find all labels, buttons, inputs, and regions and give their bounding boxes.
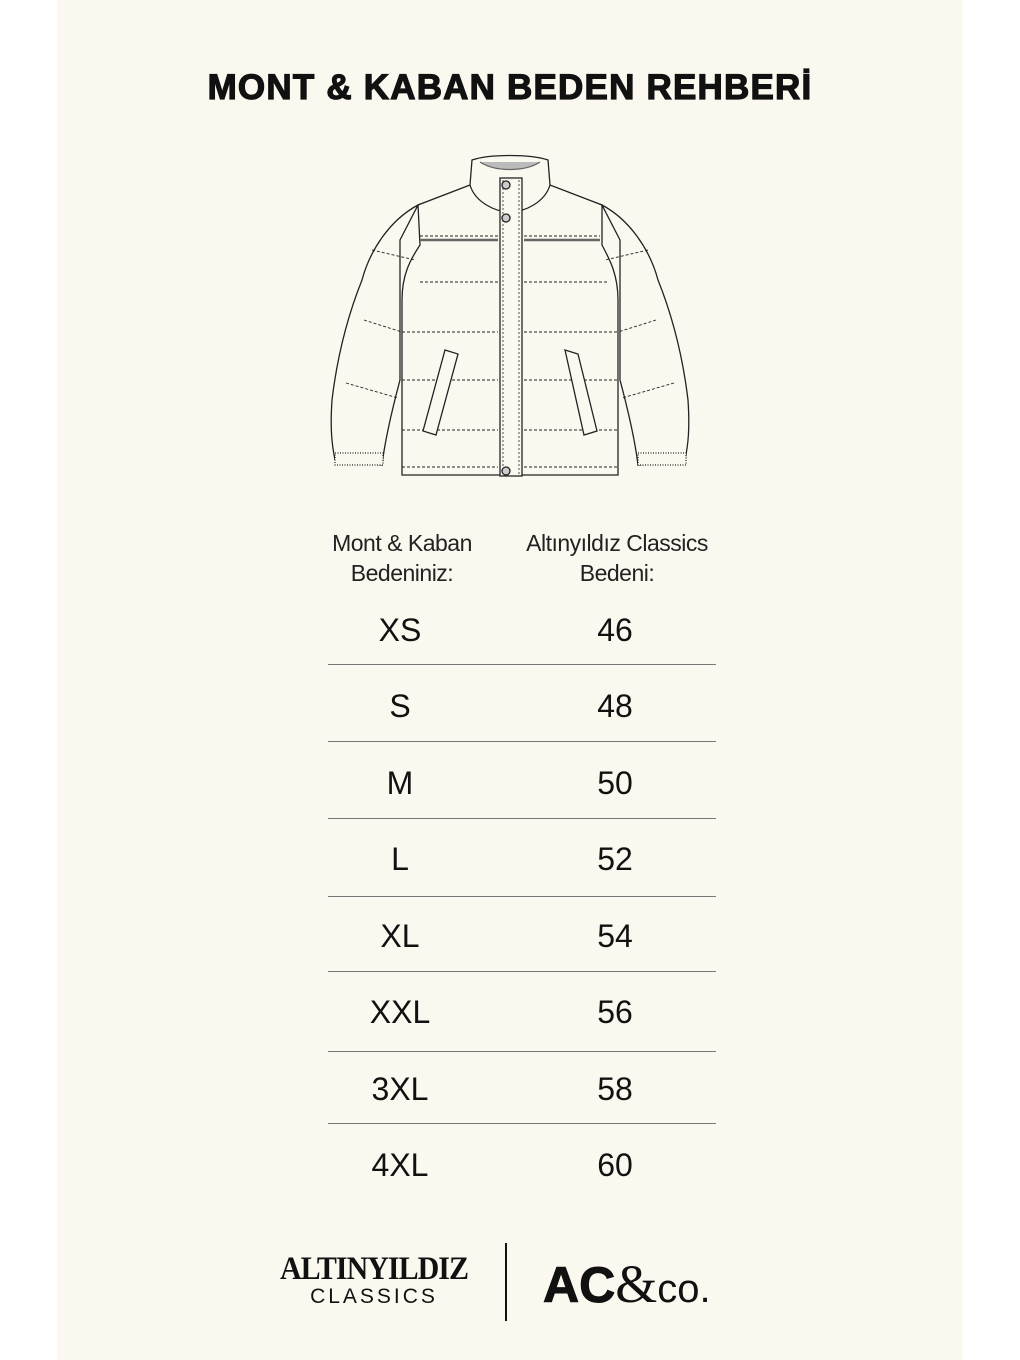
ac-size-cell: 52 <box>597 841 633 877</box>
your-size-cell: S <box>389 688 411 724</box>
your-size-cell: XXL <box>369 994 431 1030</box>
header-line: Bedeniniz: <box>350 560 454 586</box>
table-row: 3XL 58 <box>328 1069 716 1109</box>
logo-divider <box>505 1243 507 1321</box>
row-divider <box>328 1051 716 1052</box>
table-row: L 52 <box>328 839 716 879</box>
ac-co-logo: AC&co. <box>542 1254 711 1319</box>
row-divider <box>328 1123 716 1124</box>
logo-text: co. <box>657 1267 711 1311</box>
altinyildiz-classics-logo: ALTINYILDIZ CLASSICS <box>276 1250 472 1309</box>
ac-size-cell: 60 <box>597 1147 633 1183</box>
header-line: Bedeni: <box>579 560 655 586</box>
your-size-cell: 3XL <box>371 1071 429 1107</box>
ac-size-cell: 58 <box>597 1071 633 1107</box>
your-size-cell: M <box>386 765 414 801</box>
header-line: Altınyıldız Classics <box>526 530 708 556</box>
row-divider <box>328 741 716 742</box>
your-size-cell: L <box>391 841 409 877</box>
logo-text: CLASSICS <box>310 1285 438 1308</box>
row-divider <box>328 664 716 665</box>
ac-size-cell: 56 <box>597 994 633 1030</box>
header-ac-size: Altınyıldız Classics Bedeni: <box>497 528 737 588</box>
your-size-cell: XS <box>378 612 422 648</box>
row-divider <box>328 896 716 897</box>
header-your-size: Mont & Kaban Bedeniniz: <box>282 528 522 588</box>
table-row: 4XL 60 <box>328 1145 716 1185</box>
header-line: Mont & Kaban <box>332 530 472 556</box>
your-size-cell: 4XL <box>371 1147 429 1183</box>
row-divider <box>328 818 716 819</box>
logo-text: ALTINYILDIZ <box>280 1250 469 1287</box>
ac-size-cell: 50 <box>597 765 633 801</box>
table-row: XS 46 <box>328 610 716 650</box>
ac-size-cell: 48 <box>597 688 633 724</box>
table-row: XL 54 <box>328 916 716 956</box>
logo-text: AC <box>542 1257 616 1314</box>
table-row: XXL 56 <box>328 992 716 1032</box>
table-row: S 48 <box>328 686 716 726</box>
your-size-cell: XL <box>380 918 420 954</box>
puffer-jacket-drawing <box>330 154 690 477</box>
row-divider <box>328 971 716 972</box>
page-title: MONT & KABAN BEDEN REHBERİ <box>207 67 813 107</box>
ac-size-cell: 54 <box>597 918 633 954</box>
table-row: M 50 <box>328 763 716 803</box>
logo-text: & <box>615 1254 658 1314</box>
ac-size-cell: 46 <box>597 612 633 648</box>
